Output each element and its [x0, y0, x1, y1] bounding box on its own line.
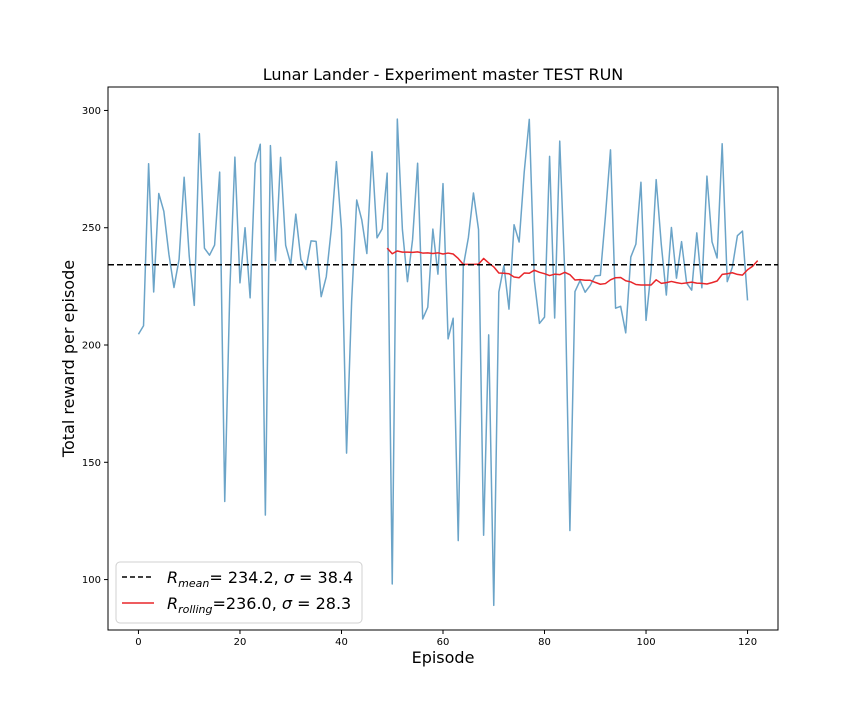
x-tick-label: 60	[437, 637, 450, 648]
plot-frame	[107, 86, 779, 631]
y-tick-label: 250	[82, 223, 101, 234]
x-tick-label: 120	[738, 637, 757, 648]
x-tick-label: 0	[135, 637, 141, 648]
x-axis-label: Episode	[412, 648, 475, 667]
x-tick-label: 80	[538, 637, 551, 648]
chart-title: Lunar Lander - Experiment master TEST RU…	[263, 65, 624, 84]
y-tick-label: 200	[82, 341, 101, 352]
y-tick-label: 150	[82, 458, 101, 469]
legend-rolling-label: Rrolling=236.0, σ = 28.3	[167, 594, 351, 616]
y-tick-label: 300	[82, 106, 101, 117]
x-tick-label: 100	[636, 637, 655, 648]
x-tick-label: 20	[234, 637, 247, 648]
axis-ticks: 0 20 40 60 80 100 120 100 150 200 250 300	[82, 106, 757, 648]
y-axis-label: Total reward per episode	[59, 260, 78, 458]
x-tick-label: 40	[335, 637, 348, 648]
legend-box	[115, 561, 363, 624]
legend-mean-label: Rmean= 234.2, σ = 38.4	[167, 568, 353, 590]
rolling-mean-line	[386, 247, 759, 286]
y-tick-label: 100	[82, 575, 101, 586]
episode-reward-line	[137, 118, 749, 607]
plot-data	[108, 118, 778, 607]
legend: Rmean= 234.2, σ = 38.4 Rrolling=236.0, σ…	[115, 561, 363, 624]
